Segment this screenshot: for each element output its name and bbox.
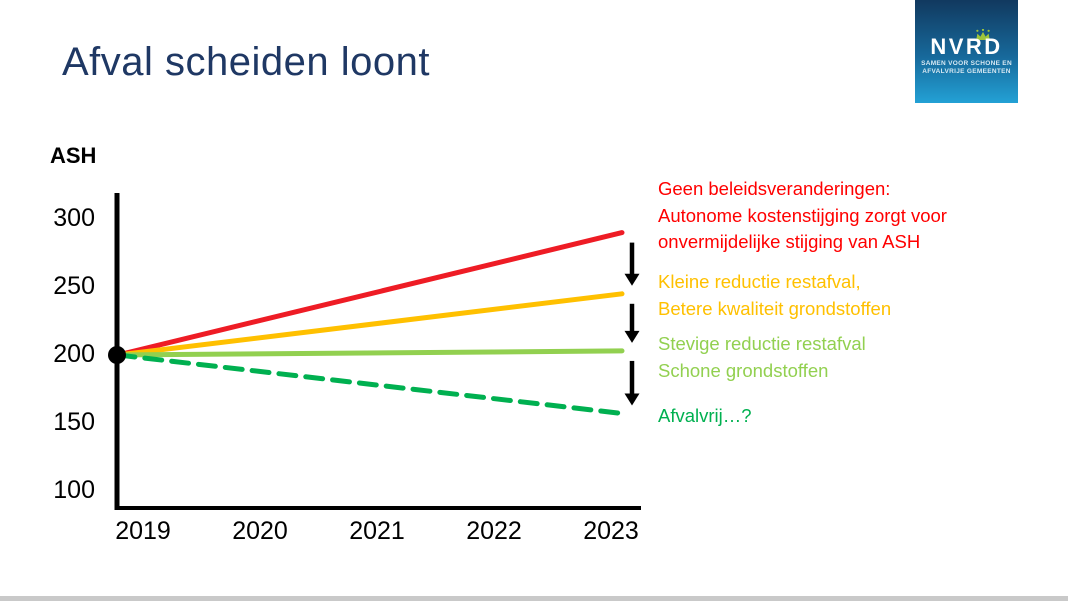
annotation-line: Stevige reductie restafval xyxy=(658,333,866,354)
start-point-dot xyxy=(108,346,126,364)
crown-icon xyxy=(974,27,992,40)
series-line-stevige-reductie-restafval xyxy=(115,348,625,358)
x-tick-label: 2020 xyxy=(232,517,288,545)
logo-tagline-line2: AFVALVRIJE GEMEENTEN xyxy=(922,67,1011,75)
y-tick-label: 100 xyxy=(53,476,95,504)
series-line-afvalvrij xyxy=(115,352,625,416)
x-tick-label: 2023 xyxy=(583,517,639,545)
annotation-strong-reduction: Stevige reductie restafval Schone gronds… xyxy=(658,331,866,384)
annotation-line: Autonome kostenstijging zorgt voor xyxy=(658,204,947,226)
annotation-line: Afvalvrij…? xyxy=(658,405,752,426)
y-tick-label: 150 xyxy=(53,408,95,436)
footer-bar xyxy=(0,596,1068,601)
series-line-kleine-reductie-restafval xyxy=(115,291,625,358)
annotation-small-reduction: Kleine reductie restafval, Betere kwalit… xyxy=(658,269,891,322)
logo-wordmark: NVRD xyxy=(930,34,1003,59)
annotation-line: Betere kwaliteit grondstoffen xyxy=(658,297,892,319)
annotation-waste-free: Afvalvrij…? xyxy=(658,403,752,430)
annotation-line: onvermijdelijke stijging van ASH xyxy=(658,231,921,252)
series-line-geen-beleidsveranderingen xyxy=(115,230,625,358)
annotation-line: Geen beleidsveranderingen: xyxy=(658,178,891,199)
x-tick-label: 2021 xyxy=(349,517,405,545)
page-title: Afval scheiden loont xyxy=(62,40,431,84)
logo-tagline: SAMEN VOOR SCHONE EN AFVALVRIJE GEMEENTE… xyxy=(915,60,1018,75)
nvrd-logo: NVRD SAMEN VOOR SCHONE EN AFVALVRIJE GEM… xyxy=(915,0,1018,103)
x-tick-label: 2019 xyxy=(115,517,171,545)
down-arrow-icon xyxy=(624,242,640,286)
annotation-no-policy-change: Geen beleidsveranderingen: Autonome kost… xyxy=(658,176,947,256)
annotation-line: Kleine reductie restafval, xyxy=(658,271,861,292)
down-arrow-icon xyxy=(624,360,640,406)
y-tick-label: 250 xyxy=(53,272,95,300)
annotation-line: Schone grondstoffen xyxy=(658,359,829,381)
x-tick-label: 2022 xyxy=(466,517,522,545)
y-axis-title: ASH xyxy=(50,143,97,168)
down-arrow-icon xyxy=(624,303,640,343)
y-tick-label: 300 xyxy=(53,204,95,232)
logo-tagline-line1: SAMEN VOOR SCHONE EN xyxy=(921,60,1012,67)
y-tick-label: 200 xyxy=(53,340,95,368)
